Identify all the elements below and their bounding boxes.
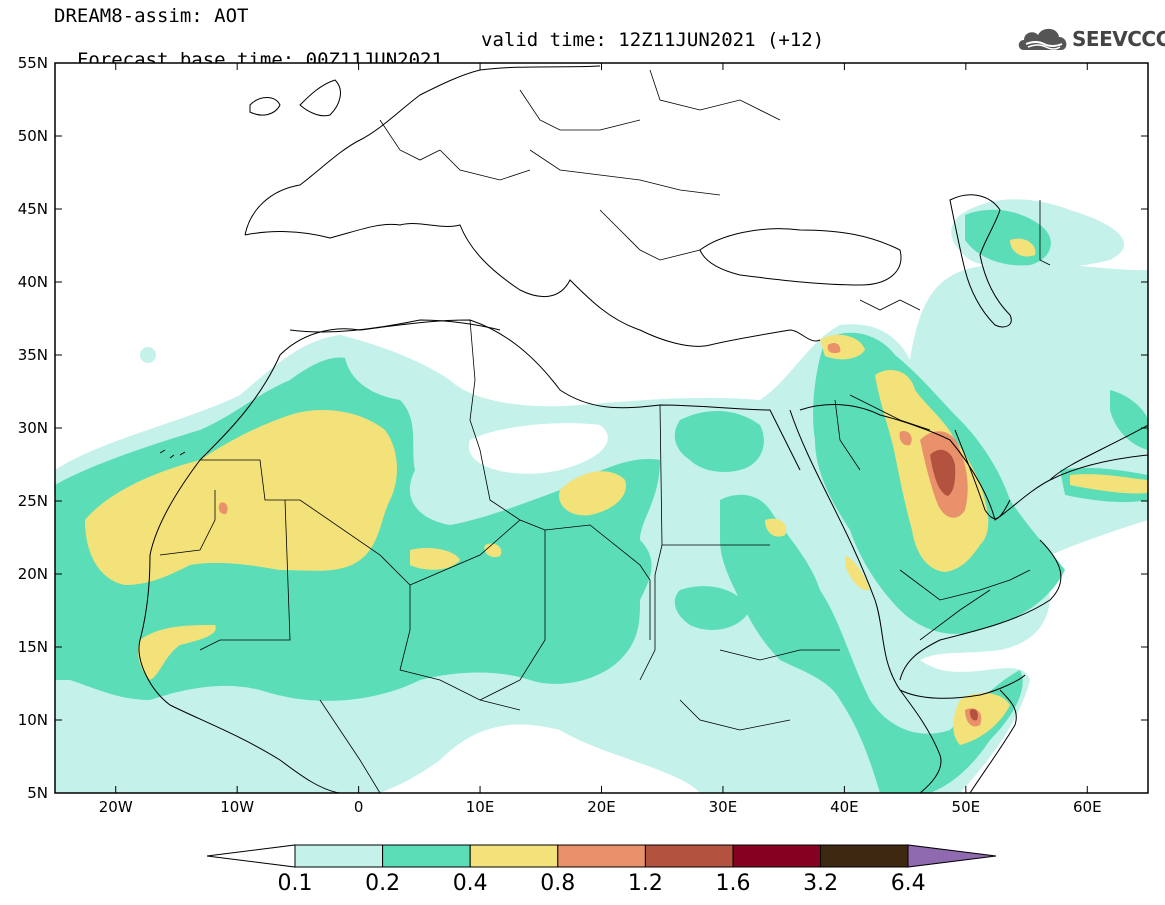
colorbar-under-triangle: [206, 844, 296, 868]
lon-label: 10E: [466, 798, 495, 816]
lon-label: 20W: [99, 798, 133, 816]
longitude-axis: 20W 10W 0 10E 20E 30E 40E 50E 60E: [99, 63, 1102, 816]
colorbar-swatch: [820, 844, 909, 868]
logo-text: SEEVCCC: [1072, 27, 1165, 51]
colorbar-label: 0.4: [452, 871, 488, 896]
colorbar-swatch: [557, 844, 646, 868]
colorbar-swatch: [732, 844, 822, 868]
colorbar-swatch: [382, 844, 471, 868]
lon-label: 40E: [830, 798, 859, 816]
lon-label: 0: [354, 798, 364, 816]
lat-label: 30N: [18, 419, 48, 437]
colorbar-swatch: [469, 844, 559, 868]
lon-label: 30E: [709, 798, 738, 816]
lat-label: 40N: [18, 273, 48, 291]
lon-label: 60E: [1073, 798, 1102, 816]
lat-label: 5N: [27, 784, 48, 802]
map-title: DREAM8-assim: AOT: [54, 5, 249, 27]
colorbar-label: 0.8: [540, 871, 576, 896]
lat-label: 50N: [18, 127, 48, 145]
country-borders: [159, 69, 1051, 793]
lon-label: 50E: [952, 798, 981, 816]
lat-label: 45N: [18, 200, 48, 218]
latitude-axis: 55N 50N 45N 40N 35N 30N 25N 20N 15N 10N 5N: [18, 54, 1148, 802]
colorbar-swatch: [644, 844, 734, 868]
colorbar-swatch: [294, 844, 384, 868]
lon-label: 20E: [587, 798, 616, 816]
lat-label: 55N: [18, 54, 48, 72]
lat-label: 20N: [18, 565, 48, 583]
colorbar: [206, 844, 997, 868]
colorbar-label: 6.4: [890, 871, 926, 896]
colorbar-label: 0.2: [365, 871, 401, 896]
lat-label: 25N: [18, 492, 48, 510]
colorbar-label: 0.1: [277, 871, 313, 896]
valid-time: valid time: 12Z11JUN2021 (+12): [481, 29, 825, 51]
lat-label: 15N: [18, 638, 48, 656]
colorbar-label: 1.2: [627, 871, 663, 896]
coastlines: [138, 65, 1148, 793]
colorbar-label: 1.6: [715, 871, 751, 896]
colorbar-over-triangle: [907, 844, 997, 868]
lat-label: 35N: [18, 346, 48, 364]
cloud-icon: [1018, 28, 1067, 50]
colorbar-label: 3.2: [803, 871, 839, 896]
seevccc-logo: SEEVCCC: [1016, 22, 1165, 56]
lon-label: 10W: [220, 798, 254, 816]
aot-level-1.2: [930, 449, 978, 721]
lat-label: 10N: [18, 711, 48, 729]
